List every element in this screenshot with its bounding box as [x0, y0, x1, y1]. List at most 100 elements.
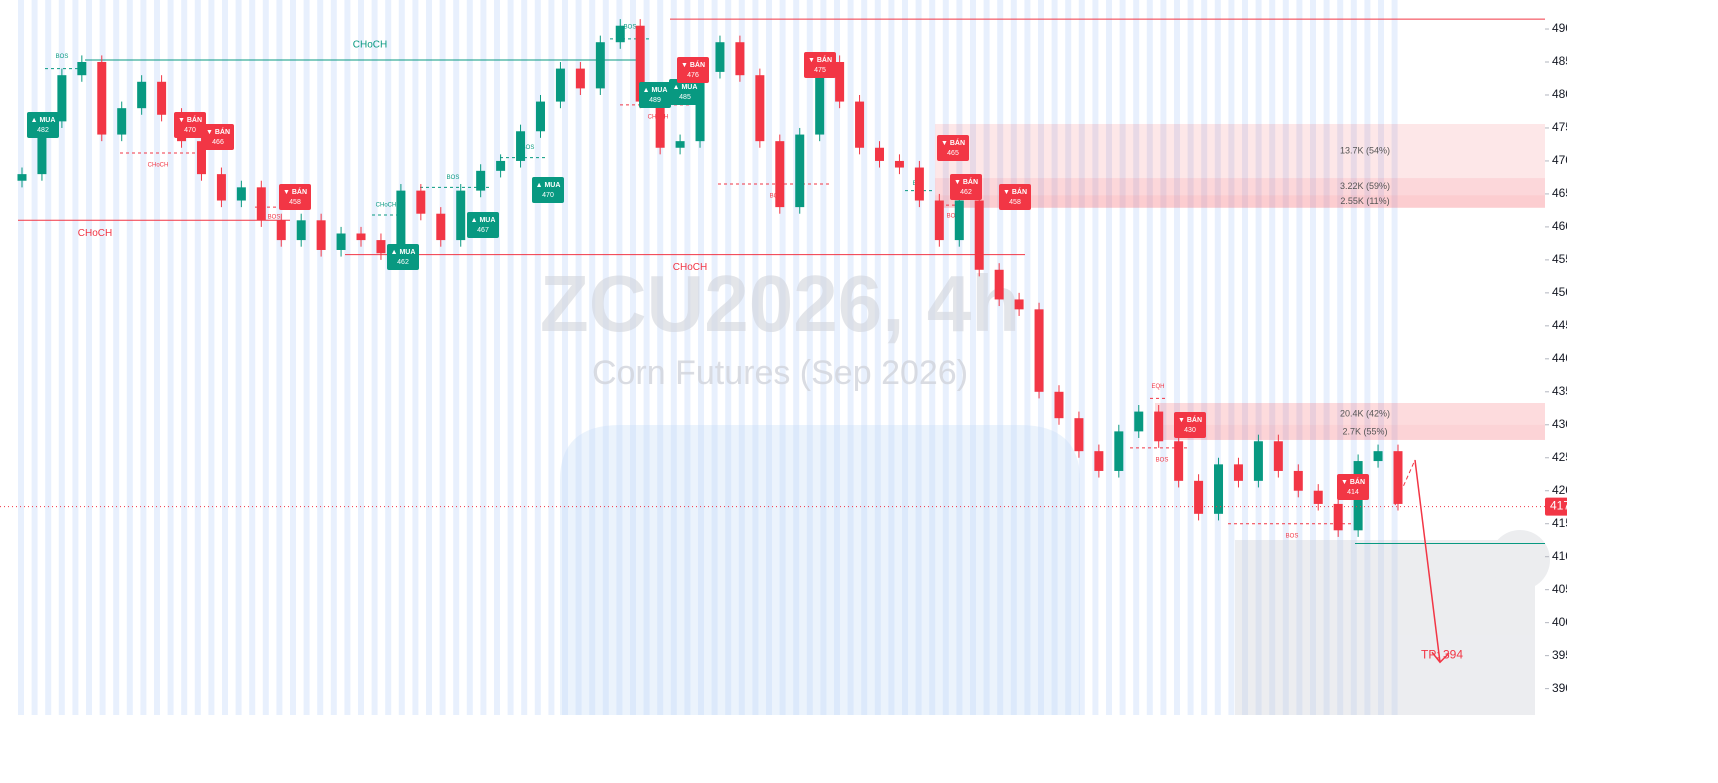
signal-box	[202, 124, 234, 150]
session-stripe	[507, 0, 514, 715]
y-tick-label: 445	[1552, 318, 1572, 332]
signal-label: ▼ BÁN	[681, 60, 705, 69]
signal-label: ▼ BÁN	[178, 115, 202, 124]
session-stripe	[793, 0, 800, 715]
session-stripe	[194, 0, 201, 715]
structure-label: CHoCH	[78, 228, 112, 239]
structure-label: CHoCH	[353, 40, 387, 51]
session-stripe	[385, 0, 392, 715]
candle-body	[17, 174, 27, 181]
structure-label: BOS	[947, 214, 960, 220]
candle-body	[356, 233, 366, 241]
signal-value: 462	[960, 189, 972, 196]
signal-box	[174, 112, 206, 138]
candle-body	[516, 131, 526, 161]
session-stripe	[970, 0, 976, 715]
candle-body	[954, 200, 964, 241]
candle-body	[795, 134, 805, 208]
session-stripe	[1364, 0, 1371, 715]
session-stripe	[1228, 0, 1235, 715]
y-tick-label: 450	[1552, 285, 1572, 299]
session-stripe	[657, 0, 664, 715]
candle-body	[436, 213, 446, 241]
candle-body	[157, 81, 167, 115]
signal-label: ▲ MUA	[536, 182, 561, 189]
session-stripe	[997, 0, 1004, 715]
session-stripe	[602, 0, 609, 715]
candle-body	[496, 160, 506, 171]
volume-zone	[1155, 424, 1545, 440]
session-stripe	[1146, 0, 1153, 715]
session-stripe	[1337, 0, 1344, 715]
signal-label: ▼ BÁN	[206, 127, 230, 136]
session-stripe	[942, 0, 949, 715]
session-stripe	[249, 0, 256, 715]
session-stripe	[1024, 0, 1031, 715]
signal-label: ▲ MUA	[643, 87, 668, 94]
session-stripe	[126, 0, 133, 715]
candle-body	[216, 174, 226, 201]
zone-label: 20.4K (42%)	[1340, 408, 1390, 418]
session-stripe	[1133, 0, 1140, 715]
session-stripe	[113, 0, 120, 715]
signal-label: ▼ BÁN	[954, 177, 978, 186]
session-stripe	[1214, 0, 1221, 715]
session-stripe	[426, 0, 432, 715]
session-stripe	[31, 0, 38, 715]
y-tick-label: 395	[1552, 648, 1572, 662]
session-stripe	[888, 0, 895, 715]
signal-value: 482	[37, 127, 49, 134]
session-stripe	[1269, 0, 1276, 715]
candle-body	[855, 101, 865, 148]
structure-label: BOS	[522, 145, 535, 151]
session-stripe	[1323, 0, 1330, 715]
signal-label: ▲ MUA	[391, 249, 416, 256]
candle-body	[1174, 441, 1184, 481]
candle-body	[635, 25, 645, 102]
structure-label: BOS	[268, 215, 281, 221]
session-stripe	[262, 0, 269, 715]
logo-watermark	[560, 425, 1550, 715]
signal-label: ▲ MUA	[31, 117, 56, 124]
session-stripe	[1051, 0, 1058, 715]
structure-label: BOS	[56, 54, 69, 60]
session-stripe	[453, 0, 460, 715]
candle-body	[1333, 503, 1343, 531]
candle-body	[1114, 431, 1124, 471]
candle-body	[595, 42, 605, 89]
session-stripe	[222, 0, 228, 715]
session-stripe	[643, 0, 650, 715]
y-tick-label: 480	[1552, 87, 1572, 101]
y-tick-label: 405	[1552, 582, 1572, 596]
session-stripe	[711, 0, 718, 715]
candle-body	[655, 101, 665, 148]
zone-label: 2.7K (55%)	[1342, 427, 1387, 437]
signal-value: 467	[477, 227, 489, 234]
candle-body	[1373, 451, 1383, 462]
session-stripe	[575, 0, 582, 715]
signal-label: ▲ MUA	[673, 84, 698, 91]
session-stripe	[1174, 0, 1180, 715]
session-stripe	[616, 0, 623, 715]
y-tick-label: 470	[1552, 153, 1572, 167]
candle-body	[456, 190, 466, 241]
y-tick-label: 455	[1552, 252, 1572, 266]
session-stripe	[915, 0, 922, 715]
last-price-label: 417	[1550, 499, 1570, 513]
y-tick-label: 465	[1552, 186, 1572, 200]
candle-body	[914, 167, 924, 201]
candle-body	[1074, 418, 1084, 452]
candle-body	[1313, 490, 1323, 504]
candle-body	[276, 220, 286, 241]
y-tick-label: 435	[1552, 384, 1572, 398]
candle-body	[1214, 464, 1224, 514]
session-stripe	[167, 0, 174, 715]
session-stripe	[290, 0, 296, 715]
session-stripe	[725, 0, 732, 715]
session-stripe	[847, 0, 854, 715]
session-stripe	[834, 0, 840, 715]
candle-body	[1194, 480, 1204, 514]
candle-body	[994, 269, 1004, 300]
y-tick-label: 425	[1552, 450, 1572, 464]
